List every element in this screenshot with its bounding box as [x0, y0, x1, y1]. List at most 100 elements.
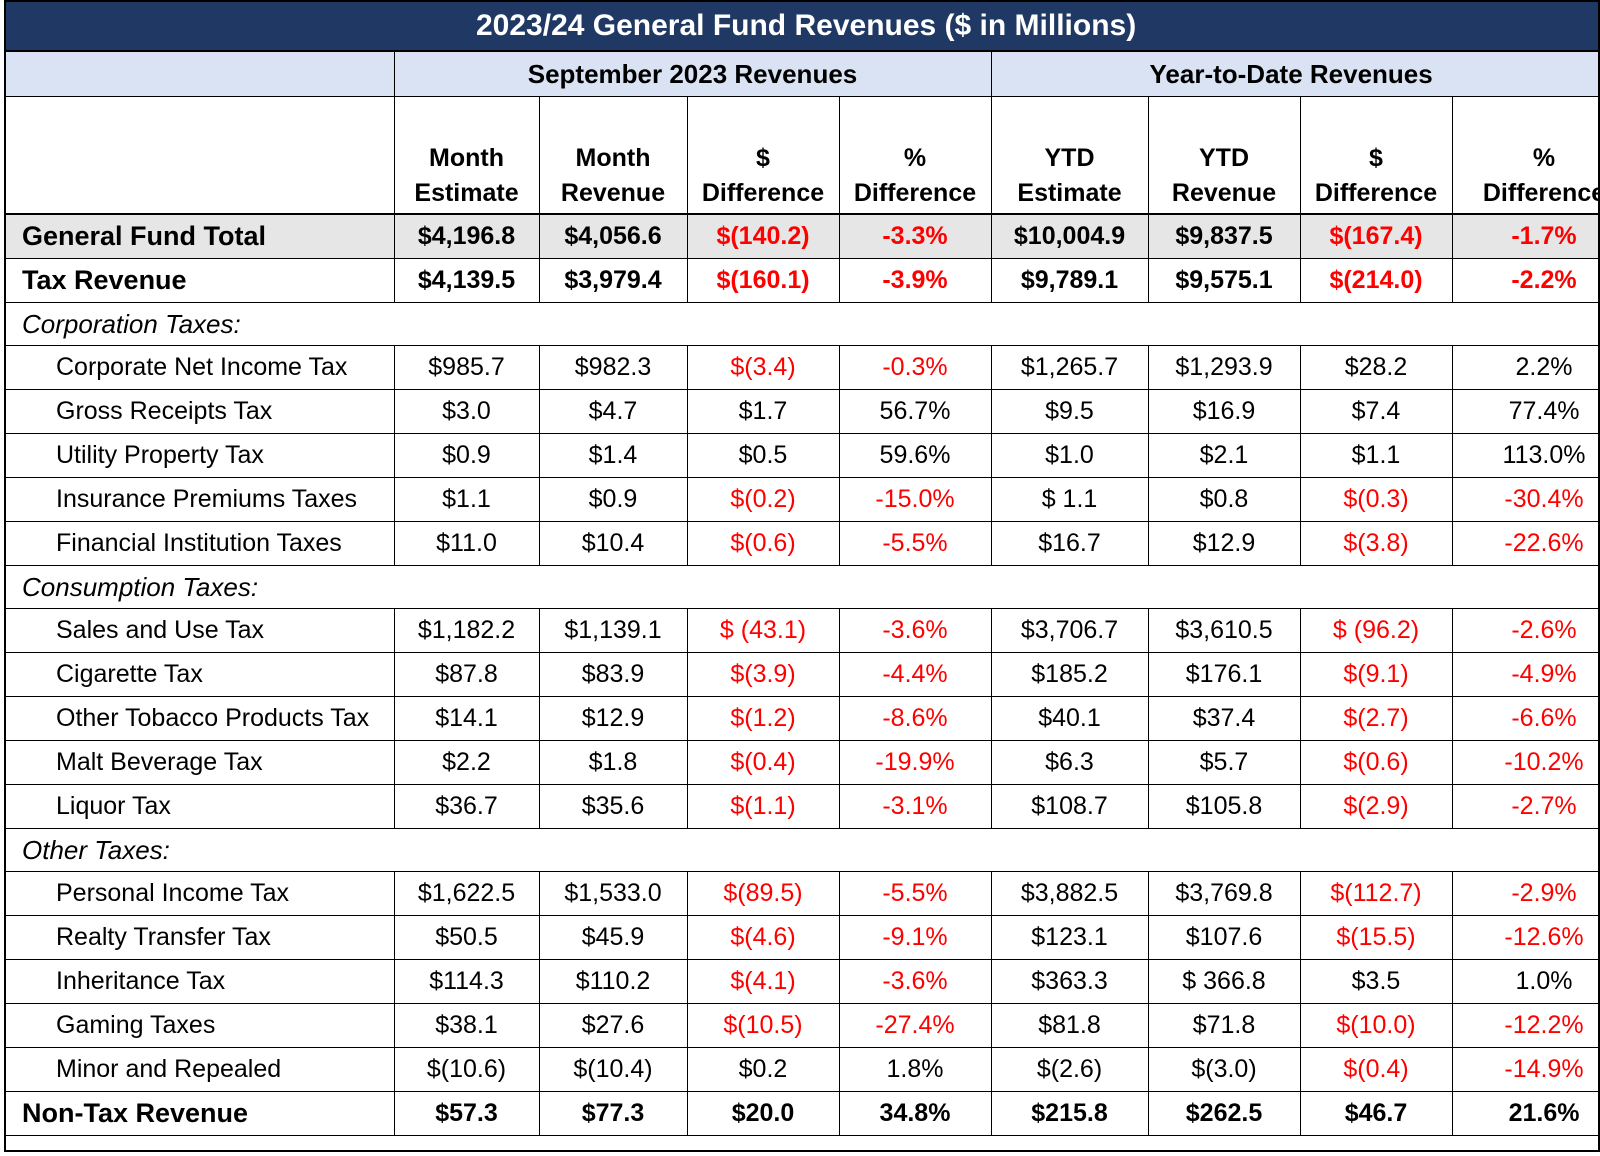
- table-row: Realty Transfer Tax $50.5 $45.9 $(4.6) -9.1%…: [6, 915, 1598, 960]
- table-cell: $1,533.0: [539, 871, 688, 916]
- table-cell: -5.5%: [839, 871, 992, 916]
- table-cell: $1.0: [991, 433, 1149, 478]
- table-cell: $38.1: [394, 1003, 540, 1048]
- column-header-line: Estimate: [1017, 179, 1122, 207]
- table-cell: $(10.0): [1300, 1003, 1453, 1048]
- table-cell: $83.9: [539, 652, 688, 697]
- table-cell: $1,293.9: [1148, 345, 1301, 390]
- table-row: Sales and Use Tax $1,182.2 $1,139.1 $ (43.1…: [6, 608, 1598, 653]
- column-header: % Difference: [839, 96, 992, 215]
- table-cell: $4.7: [539, 389, 688, 434]
- table-cell: $(10.4): [539, 1047, 688, 1092]
- table-cell: $985.7: [394, 345, 540, 390]
- table-cell: $71.8: [1148, 1003, 1301, 1048]
- table-cell: $10,004.9: [991, 213, 1149, 259]
- table-row: Minor and Repealed $(10.6) $(10.4) $0.2 1.8%…: [6, 1047, 1598, 1092]
- table-cell: $ 366.8: [1148, 959, 1301, 1004]
- table-cell: $87.8: [394, 652, 540, 697]
- table-cell: 34.8%: [839, 1091, 992, 1136]
- table-cell: $1.8: [539, 740, 688, 785]
- column-header-line: Difference: [1314, 179, 1438, 207]
- table-cell: $1,265.7: [991, 345, 1149, 390]
- row-label: Other Tobacco Products Tax: [6, 696, 395, 741]
- table-cell: $10.4: [539, 521, 688, 566]
- table-cell: -2.7%: [1452, 784, 1598, 829]
- column-header-line: $: [1369, 144, 1383, 172]
- column-header: $ Difference: [687, 96, 840, 215]
- table-cell: $ (96.2): [1300, 608, 1453, 653]
- table-cell: 56.7%: [839, 389, 992, 434]
- revenue-table-frame: 2023/24 General Fund Revenues ($ in Mill…: [4, 0, 1600, 1152]
- table-cell: $(2.7): [1300, 696, 1453, 741]
- title-row: 2023/24 General Fund Revenues ($ in Mill…: [6, 2, 1598, 52]
- table-cell: -3.6%: [839, 959, 992, 1004]
- table-cell: $20.0: [687, 1091, 840, 1136]
- section-row: Consumption Taxes:: [6, 565, 1598, 609]
- table-cell: $12.9: [539, 696, 688, 741]
- table-cell: $176.1: [1148, 652, 1301, 697]
- table-cell: $(3.0): [1148, 1047, 1301, 1092]
- table-cell: $3,769.8: [1148, 871, 1301, 916]
- table-cell: $(3.4): [687, 345, 840, 390]
- column-header-line: %: [1532, 144, 1556, 172]
- table-cell: $9,575.1: [1148, 258, 1301, 303]
- table-cell: $(89.5): [687, 871, 840, 916]
- column-header: YTD Estimate: [991, 96, 1149, 215]
- table-cell: -4.9%: [1452, 652, 1598, 697]
- table-cell: $215.8: [991, 1091, 1149, 1136]
- column-header-line: $: [756, 144, 770, 172]
- column-header-blank: [6, 96, 395, 215]
- row-label: Personal Income Tax: [6, 871, 395, 916]
- column-header-line: YTD: [1199, 144, 1249, 172]
- table-cell: $5.7: [1148, 740, 1301, 785]
- section-row: Other Taxes:: [6, 828, 1598, 872]
- row-label: Cigarette Tax: [6, 652, 395, 697]
- table-cell: $1.4: [539, 433, 688, 478]
- table-cell: $(10.5): [687, 1003, 840, 1048]
- table-cell: $(15.5): [1300, 915, 1453, 960]
- group-header-blank: [6, 51, 395, 97]
- table-cell: $35.6: [539, 784, 688, 829]
- section-label: Corporation Taxes:: [6, 302, 1598, 346]
- table-cell: $(214.0): [1300, 258, 1453, 303]
- table-cell: $ (43.1): [687, 608, 840, 653]
- table-cell: $110.2: [539, 959, 688, 1004]
- column-header-line: YTD: [1044, 144, 1095, 172]
- table-cell: 77.4%: [1452, 389, 1598, 434]
- table-cell: $3,882.5: [991, 871, 1149, 916]
- column-header: YTD Revenue: [1148, 96, 1301, 215]
- table-cell: $2.1: [1148, 433, 1301, 478]
- table-cell: -4.4%: [839, 652, 992, 697]
- table-cell: 113.0%: [1452, 433, 1598, 478]
- table-cell: -30.4%: [1452, 477, 1598, 522]
- column-header: % Difference: [1452, 96, 1598, 215]
- group-header-row: September 2023 Revenues Year-to-Date Rev…: [6, 51, 1598, 97]
- table-cell: $1,139.1: [539, 608, 688, 653]
- table-cell: $81.8: [991, 1003, 1149, 1048]
- table-cell: $982.3: [539, 345, 688, 390]
- table-cell: $(0.4): [687, 740, 840, 785]
- row-label: Corporate Net Income Tax: [6, 345, 395, 390]
- table-row: Cigarette Tax $87.8 $83.9 $(3.9) -4.4% $185.2…: [6, 652, 1598, 697]
- table-cell: $11.0: [394, 521, 540, 566]
- column-header-line: Month: [429, 144, 504, 172]
- table-row: Utility Property Tax $0.9 $1.4 $0.5 59.6% $1.…: [6, 433, 1598, 478]
- table-row: Malt Beverage Tax $2.2 $1.8 $(0.4) -19.9% $6.…: [6, 740, 1598, 785]
- table-cell: $9,837.5: [1148, 213, 1301, 259]
- table-cell: $(3.9): [687, 652, 840, 697]
- table-cell: -5.5%: [839, 521, 992, 566]
- column-header-line: Difference: [853, 179, 977, 207]
- table-cell: $185.2: [991, 652, 1149, 697]
- table-cell: 59.6%: [839, 433, 992, 478]
- table-cell: $4,139.5: [394, 258, 540, 303]
- table-row: General Fund Total $4,196.8 $4,056.6 $(140.…: [6, 213, 1598, 259]
- table-cell: $(112.7): [1300, 871, 1453, 916]
- row-label: General Fund Total: [6, 213, 395, 259]
- table-cell: $27.6: [539, 1003, 688, 1048]
- table-cell: $1,182.2: [394, 608, 540, 653]
- table-cell: $(160.1): [687, 258, 840, 303]
- table-cell: $3.5: [1300, 959, 1453, 1004]
- table-cell: $1.1: [1300, 433, 1453, 478]
- row-label: Inheritance Tax: [6, 959, 395, 1004]
- row-label: Tax Revenue: [6, 258, 395, 303]
